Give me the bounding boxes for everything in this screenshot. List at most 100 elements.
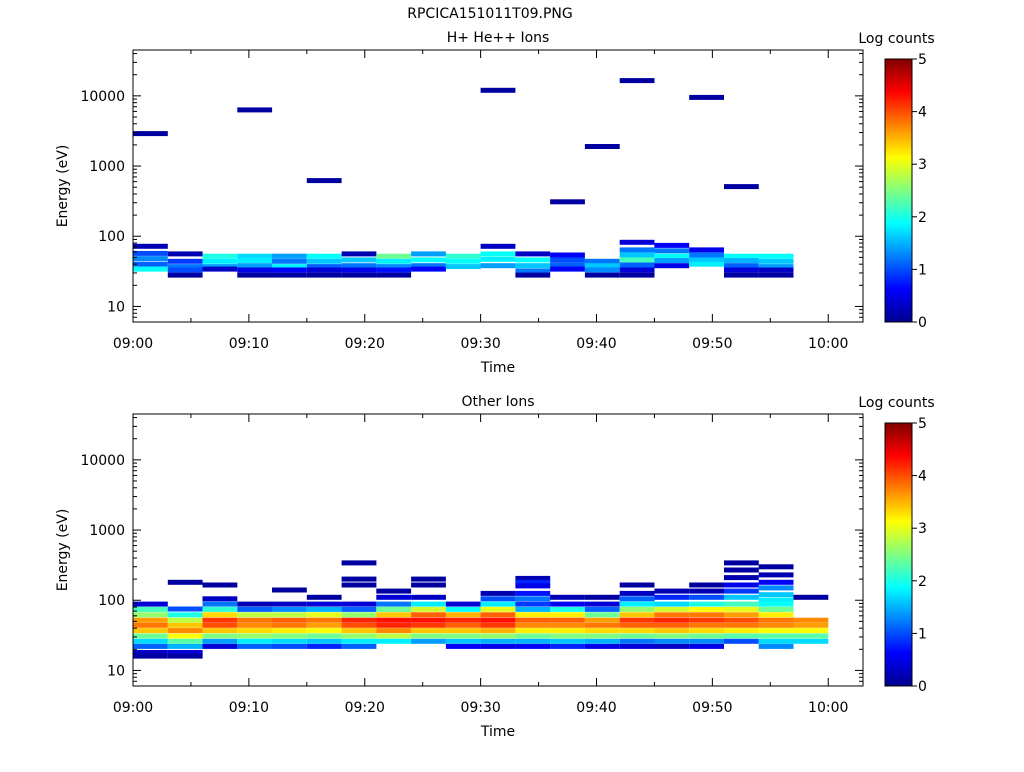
- heatmap-cell: [306, 643, 342, 649]
- heatmap-cell: [202, 258, 238, 264]
- heatmap-cell: [480, 633, 516, 639]
- heatmap-cell: [133, 606, 168, 612]
- heatmap-cell: [376, 264, 412, 270]
- heatmap-cell: [445, 633, 481, 639]
- heatmap-cell: [654, 628, 690, 634]
- heatmap-cell: [411, 638, 446, 644]
- heatmap-cell: [689, 633, 724, 639]
- heatmap-cell: [133, 643, 168, 649]
- heatmap-cell: [237, 633, 273, 639]
- heatmap-cell: [480, 87, 516, 93]
- heatmap-cell: [619, 267, 655, 273]
- heatmap-cell: [237, 253, 273, 259]
- heatmap-cell: [758, 585, 794, 591]
- heatmap-cell: [272, 606, 307, 612]
- heatmap-cell: [411, 617, 446, 623]
- heatmap-cell: [584, 628, 620, 634]
- heatmap-cell: [445, 258, 481, 264]
- heatmap-cell: [515, 596, 551, 602]
- heatmap-cell: [202, 601, 238, 607]
- heatmap-cell: [619, 239, 655, 245]
- heatmap-cell: [341, 257, 377, 263]
- heatmap-cell: [515, 590, 551, 596]
- heatmap-cell: [515, 638, 551, 644]
- heatmap-cell: [689, 252, 724, 258]
- heatmap-cell: [724, 606, 759, 612]
- x-axis-label: Time: [480, 360, 515, 376]
- heatmap-cell: [237, 267, 273, 273]
- colorbar-tick-label: 5: [918, 52, 927, 68]
- heatmap-cell: [584, 638, 620, 644]
- heatmap-cell: [515, 272, 551, 278]
- heatmap-cell: [306, 272, 342, 278]
- heatmap-cell: [202, 606, 238, 612]
- x-tick-label: 09:30: [460, 700, 500, 716]
- heatmap-cell: [480, 251, 516, 257]
- heatmap-cell: [237, 263, 273, 269]
- heatmap-cell: [411, 263, 446, 269]
- heatmap-cell: [619, 643, 655, 649]
- heatmap-cell: [133, 131, 168, 137]
- heatmap-cell: [376, 612, 412, 618]
- heatmap-cell: [758, 267, 794, 273]
- heatmap-cells: [133, 78, 794, 278]
- heatmap-cell: [758, 601, 794, 607]
- heatmap-cell: [133, 622, 168, 628]
- heatmap-cell: [724, 567, 759, 573]
- heatmap-cell: [758, 264, 794, 270]
- heatmap-cell: [584, 272, 620, 278]
- heatmap-cell: [515, 612, 551, 618]
- heatmap-cell: [480, 606, 516, 612]
- heatmap-cell: [341, 560, 377, 566]
- heatmap-cell: [411, 628, 446, 634]
- heatmap-cell: [654, 594, 690, 600]
- heatmap-cell: [480, 628, 516, 634]
- heatmap-cell: [167, 251, 203, 257]
- heatmap-cell: [202, 596, 238, 602]
- heatmap-cell: [758, 258, 794, 264]
- heatmap-cell: [654, 638, 690, 644]
- heatmap-cell: [584, 144, 620, 149]
- heatmap-cell: [619, 582, 655, 588]
- colorbar-tick-label: 1: [918, 262, 927, 278]
- heatmap-cell: [619, 617, 655, 623]
- heatmap-cell: [341, 617, 377, 623]
- heatmap-cell: [619, 257, 655, 263]
- heatmap-cell: [689, 606, 724, 612]
- heatmap-cell: [550, 622, 585, 628]
- heatmap-cell: [515, 633, 551, 639]
- heatmap-cell: [689, 257, 724, 263]
- colorbar-gradient: [884, 422, 913, 687]
- heatmap-cell: [689, 582, 724, 588]
- heatmap-cell: [515, 251, 551, 257]
- x-tick-label: 09:40: [576, 700, 616, 716]
- colorbar-tick-label: 5: [918, 416, 927, 432]
- heatmap-cell: [480, 596, 516, 602]
- heatmap-cell: [758, 564, 794, 570]
- heatmap-cell: [480, 263, 516, 269]
- heatmap-cell: [376, 601, 412, 607]
- heatmap-cell: [724, 588, 759, 594]
- heatmap-cell: [272, 622, 307, 628]
- heatmap-cell: [758, 253, 794, 259]
- heatmap-cell: [167, 272, 203, 278]
- heatmap-cell: [793, 638, 829, 644]
- colorbar-tick-label: 4: [918, 105, 927, 121]
- heatmap-cell: [133, 653, 168, 659]
- heatmap-cell: [272, 253, 307, 259]
- heatmap-cell: [724, 560, 759, 566]
- heatmap-cell: [689, 247, 724, 253]
- heatmap-cell: [689, 588, 724, 594]
- heatmap-cell: [376, 628, 412, 634]
- heatmap-cell: [584, 606, 620, 612]
- heatmap-cell: [689, 628, 724, 634]
- heatmap-cell: [758, 633, 794, 639]
- heatmap-cell: [793, 622, 829, 628]
- heatmap-cell: [411, 266, 446, 272]
- x-tick-label: 09:30: [460, 336, 500, 352]
- heatmap-cell: [306, 267, 342, 273]
- heatmap-cell: [202, 266, 238, 272]
- heatmap-cell: [272, 601, 307, 607]
- heatmap-cell: [341, 606, 377, 612]
